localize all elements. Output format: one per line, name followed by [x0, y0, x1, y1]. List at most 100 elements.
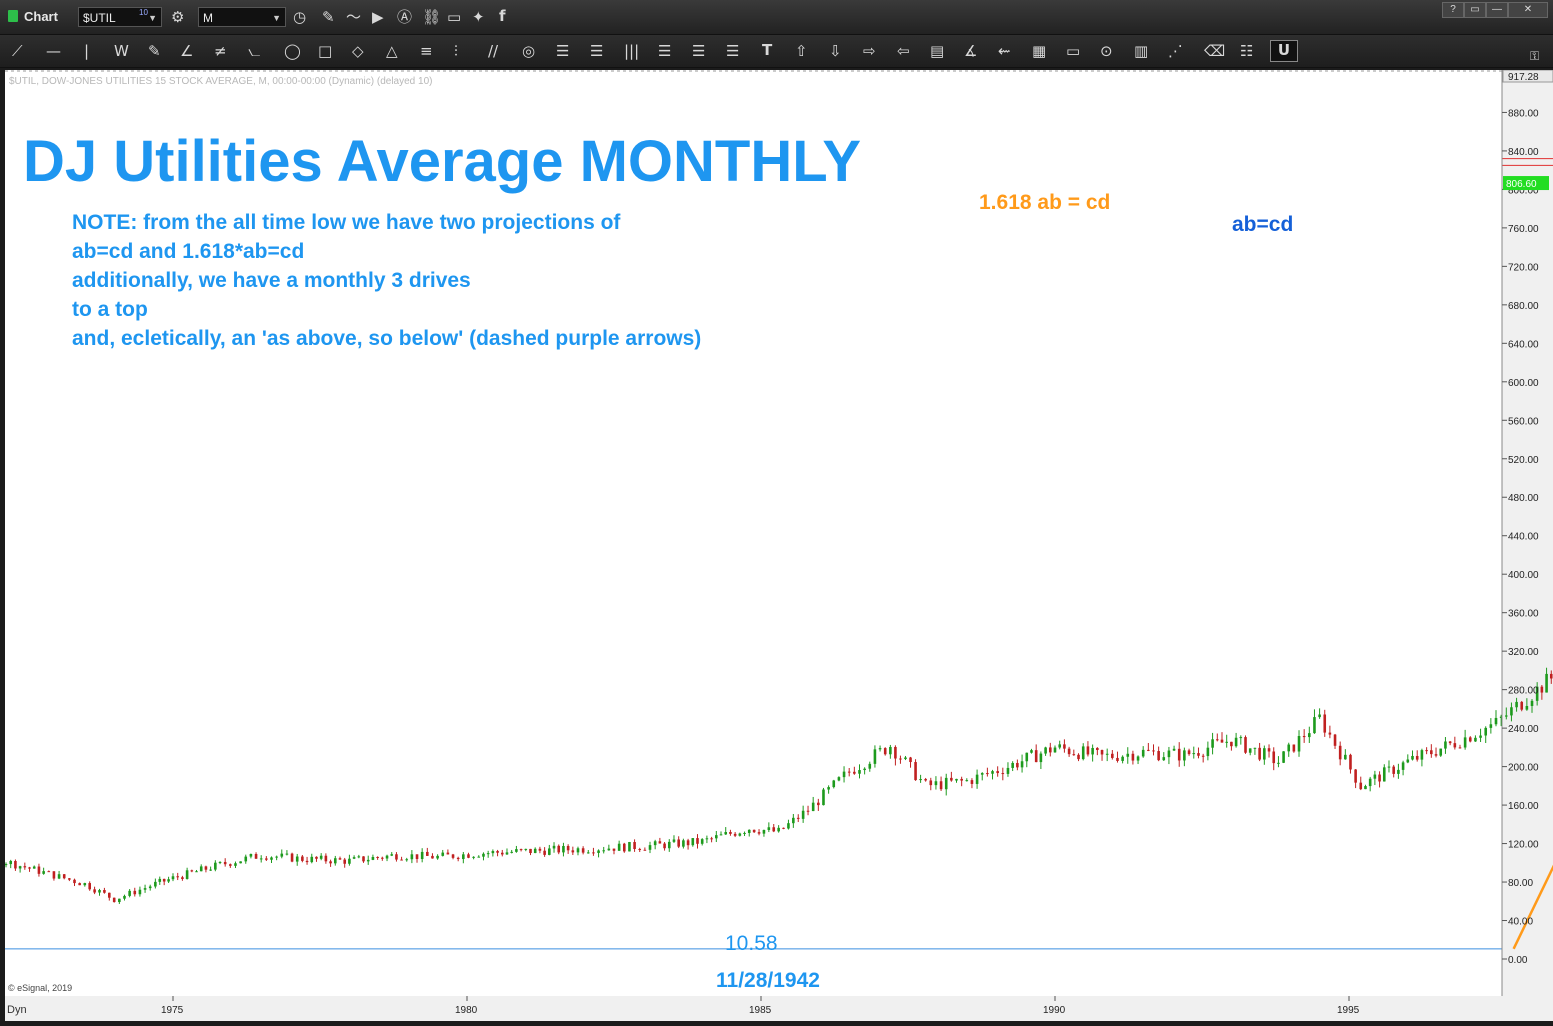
candle-body [171, 876, 175, 880]
candle-body [663, 843, 666, 849]
arrow-down-icon[interactable]: ⇩ [829, 42, 842, 60]
channel-icon[interactable]: ≡ [420, 42, 433, 60]
close-button[interactable]: ✕ [1508, 2, 1548, 18]
text-icon[interactable]: T [762, 41, 773, 59]
pti-icon[interactable]: ▥ [1134, 42, 1149, 60]
candle-body [576, 848, 580, 853]
minimize-button[interactable]: — [1486, 2, 1508, 18]
candle-body [405, 859, 409, 861]
candle-body [1067, 748, 1071, 755]
chart-svg[interactable]: $UTIL, DOW-JONES UTILITIES 15 STOCK AVER… [0, 69, 1553, 1021]
pitchfork-icon[interactable]: ≠ [214, 42, 227, 60]
box-lines-icon[interactable]: ☰ [726, 42, 740, 60]
pattern-icon[interactable]: W [114, 42, 129, 60]
candle-body [1172, 748, 1176, 751]
mob-icon[interactable]: ▭ [1066, 42, 1081, 60]
candle-body [1323, 714, 1327, 733]
parallel-icon[interactable]: // [488, 42, 499, 60]
rectangle-icon[interactable]: □ [318, 42, 333, 60]
eraser-icon[interactable]: ⌫ [1204, 42, 1226, 60]
candle-body [672, 839, 676, 842]
levels-icon[interactable]: ☰ [556, 42, 570, 60]
chevron-down-icon[interactable]: ▼ [272, 13, 281, 23]
target-icon[interactable]: ◎ [522, 42, 536, 60]
candle-body [1244, 737, 1247, 753]
cycle-lines-icon[interactable]: ⫶ [454, 42, 458, 60]
horizontal-line-icon[interactable]: — [46, 42, 61, 60]
candle-body [837, 777, 841, 781]
pencil-icon[interactable]: ✎ [322, 8, 335, 26]
fib-icon[interactable]: ∠ [180, 42, 194, 60]
angle-icon[interactable]: ∡ [964, 42, 978, 60]
candle-body [491, 851, 495, 854]
candle-body [426, 851, 429, 856]
candle-body [822, 789, 825, 806]
price-tick-label: 320.00 [1508, 647, 1539, 658]
facebook-icon[interactable]: f [499, 7, 506, 25]
candle-body [924, 779, 927, 781]
symbol-superscript: 10 [139, 8, 148, 17]
candle-body [472, 856, 475, 858]
line-chart-icon[interactable]: 〜 [346, 8, 362, 26]
gann-icon[interactable]: ☰ [658, 42, 672, 60]
price-axis: 880.00 840.00 800.00 760.00 720.00 680.00 640.… [1501, 69, 1553, 996]
vertical-line-icon[interactable]: | [84, 42, 90, 60]
candle-body [733, 833, 737, 836]
candle-body [1525, 705, 1529, 710]
settings-gear-icon[interactable]: ⚙ [171, 8, 185, 26]
candle-body [658, 841, 662, 844]
triangle-icon[interactable]: △ [386, 42, 398, 60]
candle-body [1025, 752, 1029, 762]
candle-body [548, 848, 551, 855]
levels2-icon[interactable]: ☰ [590, 42, 604, 60]
candle-body [467, 854, 470, 858]
magnet-icon[interactable]: U [1270, 40, 1298, 62]
zigzag-icon[interactable]: ⋰ [1168, 42, 1183, 60]
chart-area[interactable]: $UTIL, DOW-JONES UTILITIES 15 STOCK AVER… [0, 69, 1553, 1021]
cycle-icon[interactable]: ⊙ [1100, 42, 1113, 60]
back-arrow-icon[interactable]: ⇜ [998, 42, 1011, 60]
symbol-input[interactable]: $UTIL 10 ▼ [78, 7, 162, 27]
arrow-up-icon[interactable]: ⇧ [795, 42, 808, 60]
candle-body [1338, 745, 1342, 760]
ellipse-icon[interactable]: ◯ [284, 42, 301, 60]
fan-icon[interactable]: ⦦ [248, 42, 261, 60]
diamond-icon[interactable]: ◇ [352, 42, 364, 60]
candle-body [295, 856, 299, 862]
candle-body [254, 854, 258, 859]
chat-icon[interactable]: ▭ [447, 8, 462, 26]
app-title: Chart [24, 9, 58, 24]
candle-body [581, 848, 585, 853]
candle-body [9, 860, 13, 865]
candle-body [586, 852, 590, 854]
arrow-right-icon[interactable]: ⇨ [863, 42, 876, 60]
twitter-icon[interactable]: ✦ [472, 8, 485, 26]
candle-body [176, 876, 180, 878]
candle-body [338, 858, 342, 860]
brush-icon[interactable]: ✎ [148, 42, 161, 60]
clock-icon[interactable]: ◷ [293, 8, 307, 26]
trendline-icon[interactable]: ⟋ [12, 42, 23, 60]
price-marker-icon[interactable]: ▤ [930, 42, 945, 60]
candle-body [792, 817, 795, 824]
grid-icon[interactable]: ▦ [1032, 42, 1047, 60]
lines-icon[interactable]: ☰ [692, 42, 706, 60]
price-tick-label: 720.00 [1508, 262, 1539, 273]
candle-body [724, 832, 728, 835]
candle-body [249, 854, 253, 857]
play-icon[interactable]: ▶ [372, 8, 384, 26]
properties-icon[interactable]: ☷ [1240, 42, 1254, 60]
abcd-projection-label: ab=cd [1232, 213, 1293, 236]
bars-icon[interactable]: ||| [624, 42, 640, 60]
arrow-left-icon[interactable]: ⇦ [897, 42, 910, 60]
interval-input[interactable]: M ▼ [198, 7, 286, 27]
help-button[interactable]: ? [1442, 2, 1464, 18]
candle-body [123, 895, 126, 899]
restore-button[interactable]: ▭ [1464, 2, 1486, 18]
alert-icon[interactable]: Ⓐ [397, 8, 413, 26]
chevron-down-icon[interactable]: ▼ [148, 13, 157, 23]
price-tick-label: 520.00 [1508, 455, 1539, 466]
link-icon[interactable]: ⛓ [422, 8, 442, 26]
lock-icon[interactable]: ⚿ [1530, 49, 1540, 63]
dyn-label[interactable]: Dyn [7, 1004, 27, 1016]
